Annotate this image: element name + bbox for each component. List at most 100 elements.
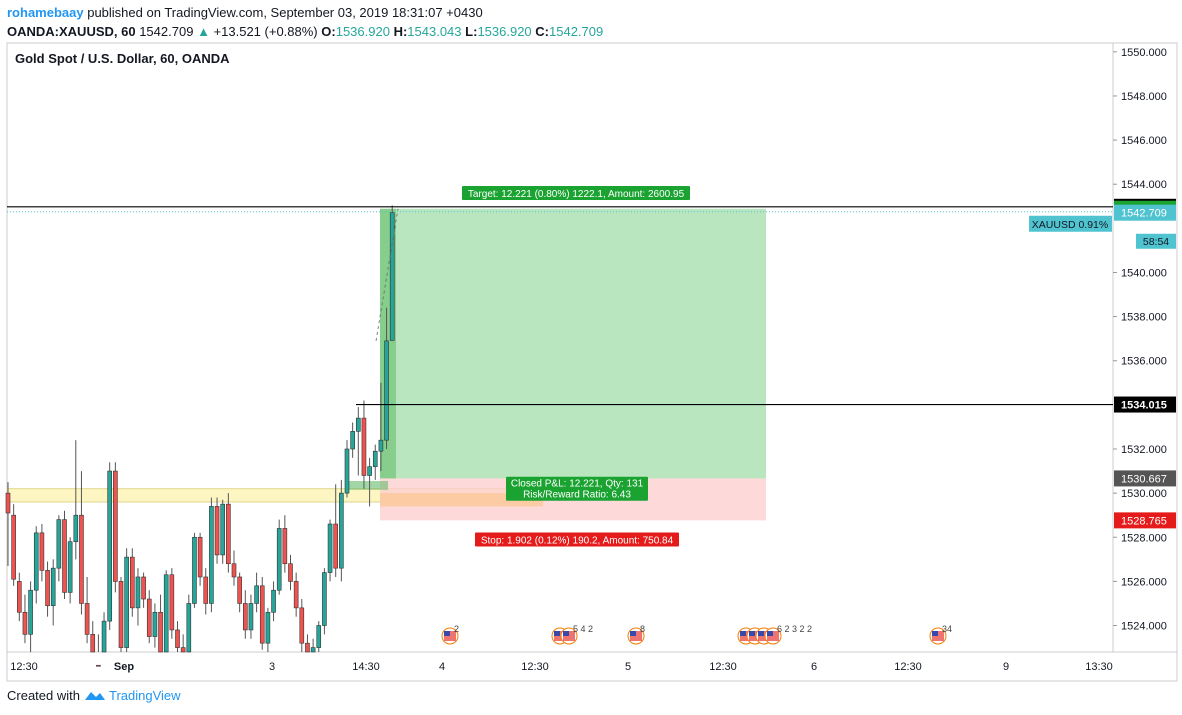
x-tick-label: 12:30 bbox=[10, 661, 38, 673]
candle-body bbox=[299, 607, 305, 644]
candle-body bbox=[254, 585, 259, 604]
last-tag-text: XAUUSD 0.91% bbox=[1032, 219, 1108, 231]
low-value: 1536.920 bbox=[477, 24, 532, 39]
open-value: 1536.920 bbox=[335, 24, 390, 39]
y-tick-label: 1548.000 bbox=[1121, 91, 1167, 103]
candle-body bbox=[67, 541, 73, 593]
candle-body bbox=[33, 532, 39, 591]
candle-body bbox=[62, 519, 67, 593]
x-tick-label: 6 bbox=[811, 661, 817, 673]
chart-frame bbox=[6, 42, 1178, 682]
flag-canton bbox=[749, 631, 755, 636]
candle-body bbox=[73, 514, 79, 542]
x-tick-label: 4 bbox=[439, 661, 445, 673]
countdown-box bbox=[1136, 233, 1176, 249]
candle-body bbox=[384, 340, 389, 441]
y-tick-label: 1550.000 bbox=[1121, 47, 1167, 59]
candle-body bbox=[288, 563, 293, 582]
y-tick-label: 1546.000 bbox=[1121, 135, 1167, 147]
candle-body bbox=[141, 576, 146, 600]
candle-body bbox=[90, 634, 96, 653]
close-label: C: bbox=[535, 24, 550, 39]
flag-canton bbox=[767, 631, 773, 636]
publish-header: rohamebaay published on TradingView.com,… bbox=[7, 3, 1177, 41]
candle-body bbox=[192, 536, 197, 604]
x-tick-label: Sep bbox=[114, 661, 134, 673]
candle-body bbox=[389, 212, 395, 341]
candle-body bbox=[50, 567, 56, 606]
candle-body bbox=[361, 417, 367, 476]
candle-body bbox=[282, 528, 288, 565]
target-label-box bbox=[462, 186, 690, 201]
x-tick-label: 12:30 bbox=[894, 661, 922, 673]
event-count: 6 2 3 2 2 bbox=[777, 624, 812, 634]
candle-body bbox=[135, 576, 141, 609]
candle-body bbox=[305, 642, 310, 653]
y-tick-label: 1524.000 bbox=[1121, 621, 1167, 633]
candle-body bbox=[158, 611, 163, 653]
last-price: 1542.709 bbox=[139, 24, 194, 39]
entry-marker bbox=[345, 480, 388, 490]
candle-body bbox=[237, 576, 242, 604]
candle-body bbox=[310, 647, 316, 653]
pnl-label-box bbox=[506, 476, 648, 501]
flag-canton bbox=[444, 631, 450, 636]
candle-body bbox=[344, 448, 350, 494]
up-arrow-icon: ▲ bbox=[197, 24, 210, 39]
price-label-entry bbox=[1114, 470, 1176, 487]
x-tick-label: 12:30 bbox=[709, 661, 737, 673]
y-tick-label: 1544.000 bbox=[1121, 179, 1167, 191]
target-zone bbox=[380, 208, 766, 479]
price-label-text-entry: 1530.667 bbox=[1121, 473, 1167, 485]
candle-body bbox=[276, 528, 282, 591]
flag-canton bbox=[740, 631, 746, 636]
candle-body bbox=[372, 450, 378, 467]
candle-body bbox=[118, 581, 124, 648]
countdown-text: 58:54 bbox=[1143, 236, 1169, 248]
price-label-stop bbox=[1114, 512, 1176, 529]
candle-body bbox=[152, 611, 158, 637]
tradingview-brand[interactable]: TradingView bbox=[109, 688, 181, 703]
candle-body bbox=[124, 556, 129, 648]
event-count: 34 bbox=[942, 624, 952, 634]
x-tick-label: 9 bbox=[1003, 661, 1009, 673]
y-tick-label: 1530.000 bbox=[1121, 488, 1167, 500]
candle-body bbox=[96, 664, 101, 667]
candle-body bbox=[378, 439, 384, 452]
high-value: 1543.043 bbox=[407, 24, 462, 39]
candle-body bbox=[265, 611, 271, 644]
candle-body bbox=[220, 503, 225, 556]
candle-body bbox=[169, 574, 175, 631]
stop-label-box bbox=[475, 532, 679, 547]
author-link[interactable]: rohamebaay bbox=[7, 5, 84, 20]
candle-body bbox=[271, 589, 276, 613]
y-tick-label: 1528.000 bbox=[1121, 532, 1167, 544]
candle-body bbox=[214, 506, 220, 556]
candle-body bbox=[226, 503, 231, 565]
pnl-label-text: Closed P&L: 12.221, Qty: 131 bbox=[511, 479, 644, 490]
candle-body bbox=[84, 603, 90, 635]
candle-body bbox=[197, 536, 203, 578]
candle-body bbox=[322, 572, 327, 626]
x-tick-label: 14:30 bbox=[352, 661, 380, 673]
tradingview-logo-icon bbox=[84, 692, 105, 700]
high-label: H: bbox=[393, 24, 408, 39]
event-count: 8 bbox=[640, 624, 645, 634]
candle-body bbox=[350, 431, 355, 450]
candle-body bbox=[180, 647, 186, 653]
footer: Created with TradingView bbox=[7, 688, 181, 703]
pnl-label-text-2: Risk/Reward Ratio: 6.43 bbox=[523, 490, 631, 501]
x-tick-label: 13:30 bbox=[1085, 661, 1113, 673]
candle-body bbox=[28, 589, 33, 635]
trade-path-line bbox=[375, 208, 399, 341]
flag-canton bbox=[630, 631, 636, 636]
candle-body bbox=[231, 563, 237, 578]
price-label-text-line: 1534.015 bbox=[1121, 400, 1167, 412]
candle-body bbox=[259, 585, 265, 644]
candle-body bbox=[248, 603, 254, 631]
y-tick-label: 1526.000 bbox=[1121, 576, 1167, 588]
candle-body bbox=[175, 629, 180, 648]
y-tick-label: 1540.000 bbox=[1121, 267, 1167, 279]
candle-body bbox=[107, 470, 112, 622]
